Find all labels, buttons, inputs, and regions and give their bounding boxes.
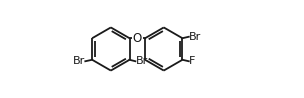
Text: Br: Br — [73, 56, 85, 66]
Text: Br: Br — [189, 32, 201, 42]
Text: Br: Br — [136, 56, 148, 66]
Text: O: O — [133, 32, 142, 45]
Text: F: F — [189, 56, 195, 66]
